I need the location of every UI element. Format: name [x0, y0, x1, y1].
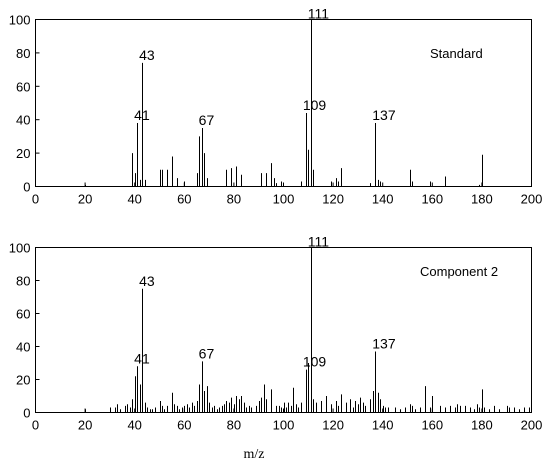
- standard-x-tick-label: 140: [372, 192, 394, 207]
- component-2-x-tick-label: 160: [421, 418, 443, 433]
- component-2-peak-label: 43: [139, 273, 155, 289]
- component-2-x-tick-label: 180: [471, 418, 493, 433]
- standard-peak-label: 41: [134, 107, 150, 123]
- standard-axes-frame: [35, 19, 532, 187]
- component-2-y-tick-label: 40: [16, 340, 30, 355]
- standard-legend-label: Standard: [430, 46, 483, 61]
- standard-peak-label: 109: [303, 97, 327, 113]
- component-2-x-tick-label: 20: [78, 418, 92, 433]
- component-2-x-tick-label: 0: [32, 418, 39, 433]
- standard-peak-label: 43: [139, 47, 155, 63]
- standard-y-tick-label: 100: [9, 13, 31, 28]
- component-2-y-tick-label: 80: [16, 274, 30, 289]
- component-2-peak-label: 109: [303, 354, 327, 370]
- component-2-y-tick-label: 100: [9, 241, 31, 256]
- standard-x-tick-label: 100: [273, 192, 295, 207]
- component-2-y-tick-label: 20: [16, 373, 30, 388]
- standard-peak-label: 111: [308, 6, 329, 22]
- component-2-x-tick-label: 140: [372, 418, 394, 433]
- standard-peaks: [85, 19, 483, 187]
- component-2-x-tick-label: 200: [521, 418, 543, 433]
- standard-y-tick-label: 80: [16, 46, 30, 61]
- standard-x-tick-label: 180: [471, 192, 493, 207]
- standard-peak-labels: 41 43 67 109 111 137: [134, 6, 396, 129]
- component-2-x-tick-label: 40: [127, 418, 141, 433]
- standard-y-tick-label: 20: [16, 146, 30, 161]
- standard-x-tick-label: 0: [32, 192, 39, 207]
- component-2-y-ticks: 0 20 40 60 80 100: [9, 241, 40, 421]
- component-2-peaks: [85, 247, 530, 413]
- component-2-x-tick-label: 60: [177, 418, 191, 433]
- standard-x-ticks: 0 20 40 60 80 100 120 140 160 180 200: [32, 182, 543, 207]
- standard-x-tick-label: 60: [177, 192, 191, 207]
- standard-peak-label: 67: [199, 112, 215, 128]
- component-2-y-tick-label: 60: [16, 307, 30, 322]
- standard-x-tick-label: 20: [78, 192, 92, 207]
- component-2-x-tick-label: 120: [322, 418, 344, 433]
- component-2-x-tick-label: 100: [273, 418, 295, 433]
- component-2-peak-label: 111: [308, 234, 329, 250]
- standard-y-tick-label: 60: [16, 79, 30, 94]
- component-2-peak-label: 137: [372, 335, 396, 351]
- component-2-peak-label: 67: [199, 345, 215, 361]
- component-2-x-ticks: 0 20 40 60 80 100 120 140 160 180 200: [32, 408, 543, 433]
- component-2-peak-labels: 41 43 67 109 111 137: [134, 234, 396, 370]
- component-2-legend-label: Component 2: [420, 264, 498, 279]
- standard-x-tick-label: 160: [421, 192, 443, 207]
- standard-y-ticks: 0 20 40 60 80 100: [9, 13, 40, 195]
- component-2-y-tick-label: 0: [23, 406, 30, 421]
- standard-x-tick-label: 80: [227, 192, 241, 207]
- component-2-peak-label: 41: [134, 350, 150, 366]
- panel-standard: 0 20 40 60 80 100 120 140 160 180 200 0 20 40 60 80 100…: [9, 6, 543, 207]
- panel-component-2: 0 20 40 60 80 100 120 140 160 180 200 0 20 40 60 80 100…: [9, 234, 543, 463]
- component-2-x-tick-label: 80: [227, 418, 241, 433]
- standard-y-tick-label: 40: [16, 113, 30, 128]
- standard-peak-label: 137: [372, 107, 396, 123]
- standard-x-tick-label: 120: [322, 192, 344, 207]
- standard-x-tick-label: 40: [127, 192, 141, 207]
- standard-x-tick-label: 200: [521, 192, 543, 207]
- x-axis-label: m/z: [244, 447, 265, 462]
- standard-y-tick-label: 0: [23, 180, 30, 195]
